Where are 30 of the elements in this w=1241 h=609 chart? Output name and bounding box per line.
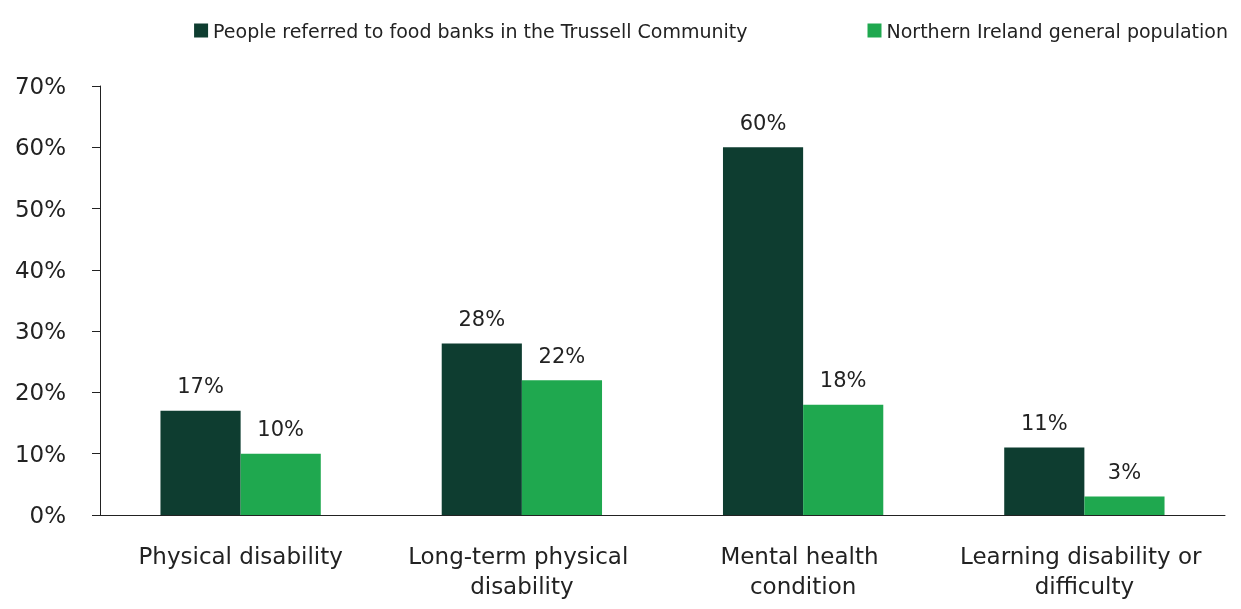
x-tick-label: Learning disability or difficulty bbox=[959, 543, 1209, 599]
y-tick-label: 10% bbox=[14, 440, 66, 467]
y-tick-label: 0% bbox=[29, 502, 66, 528]
legend-label: Northern Ireland general population bbox=[886, 19, 1228, 42]
bar bbox=[521, 380, 603, 515]
bar bbox=[160, 410, 241, 515]
data-label: 11% bbox=[1020, 411, 1068, 436]
x-tick-label: Physical disability bbox=[138, 543, 343, 569]
legend-label: People referred to food banks in the Trussell Community bbox=[213, 19, 748, 42]
bar bbox=[240, 453, 321, 515]
data-label: 17% bbox=[177, 374, 224, 399]
bar bbox=[803, 404, 884, 515]
data-label: 28% bbox=[458, 306, 506, 331]
bar bbox=[1084, 496, 1165, 515]
bar bbox=[1004, 447, 1085, 515]
y-tick-label: 70% bbox=[14, 73, 66, 99]
data-label: 10% bbox=[257, 417, 305, 442]
data-label: 18% bbox=[819, 368, 867, 393]
data-label: 22% bbox=[538, 343, 586, 368]
data-label: 3% bbox=[1107, 460, 1142, 485]
x-tick-label: Mental health condition bbox=[720, 543, 886, 599]
y-tick-label: 60% bbox=[14, 134, 66, 161]
data-label: 60% bbox=[739, 110, 787, 135]
y-tick-label: 50% bbox=[14, 195, 66, 222]
bar bbox=[722, 147, 804, 515]
y-tick-label: 20% bbox=[14, 379, 66, 406]
y-tick-label: 40% bbox=[14, 256, 66, 283]
bar bbox=[441, 343, 522, 515]
y-tick-label: 30% bbox=[14, 318, 66, 345]
x-tick-label: Long-term physical disability bbox=[408, 543, 636, 599]
